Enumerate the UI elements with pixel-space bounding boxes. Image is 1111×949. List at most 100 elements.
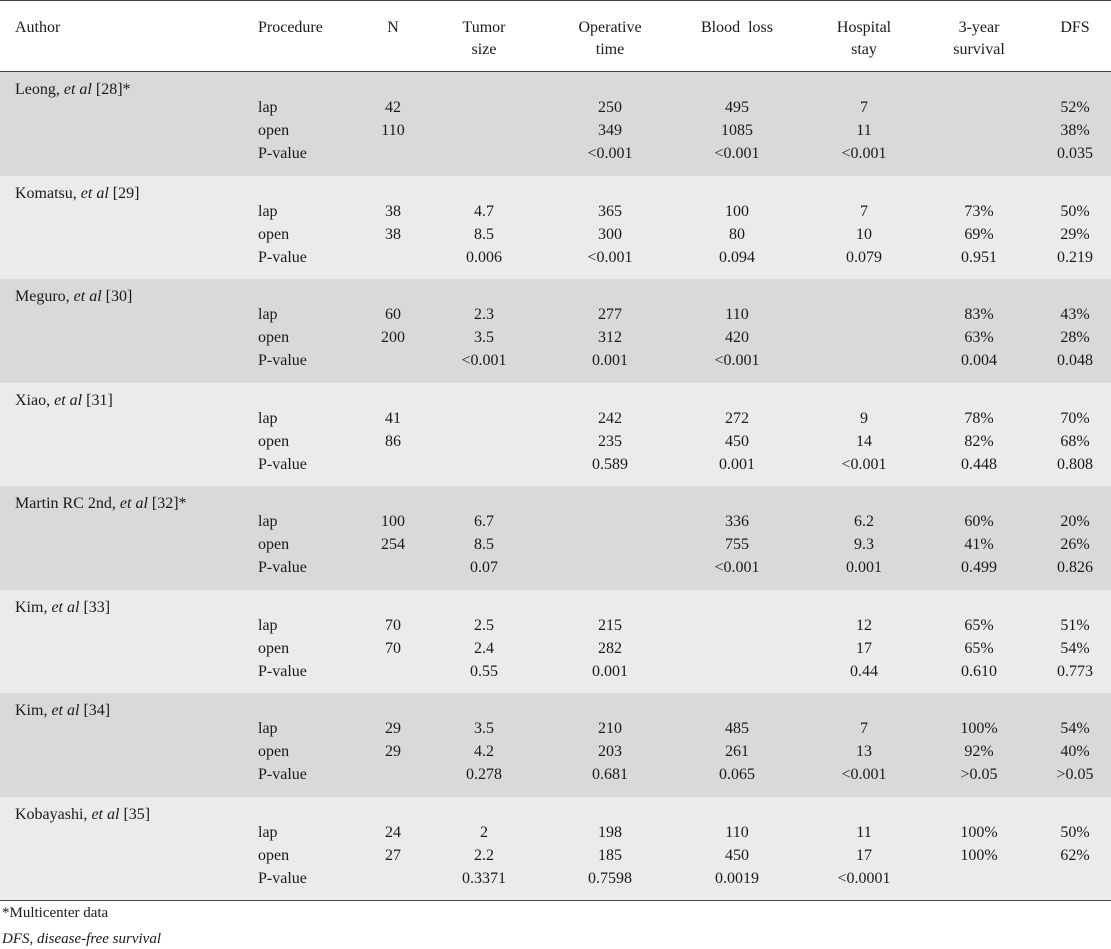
cell-dfs: 0.773 (1057, 662, 1093, 680)
cell-dfs: 29% (1060, 225, 1090, 243)
cell-3-year-survival: 100% (960, 846, 998, 864)
cell-n: 86 (385, 432, 401, 450)
cell-dfs: >0.05 (1056, 766, 1094, 783)
header-blood-loss: Blood loss (700, 19, 774, 36)
cell-3-year-survival: 69% (964, 225, 994, 243)
cell-procedure: lap (258, 513, 278, 530)
header-dfs: DFS (1060, 19, 1090, 36)
cell-hospital-stay: 11 (856, 122, 872, 139)
cell-procedure: open (258, 432, 290, 450)
cell-blood-loss: 0.0019 (715, 869, 759, 887)
cell-procedure: P-value (258, 869, 307, 887)
cell-blood-loss: 110 (725, 823, 749, 841)
cell-tumor-size: 2 (480, 823, 488, 841)
table-row: lap 38 4.7 365 100 7 73% 50% (0, 200, 1111, 223)
cell-3-year-survival: 41% (964, 536, 994, 553)
cell-tumor-size: 2.5 (474, 616, 494, 634)
cell-tumor-size: 3.5 (474, 329, 494, 346)
table-row: open 110 349 1085 11 38% (0, 119, 1111, 142)
cell-n: 42 (385, 99, 401, 116)
cell-hospital-stay: <0.0001 (837, 869, 891, 887)
cell-tumor-size: <0.001 (461, 352, 507, 369)
cell-operative-time: 282 (598, 639, 622, 657)
table-row: P-value 0.589 0.001 <0.001 0.448 0.808 (0, 453, 1111, 476)
cell-dfs: 28% (1060, 329, 1090, 346)
cell-3-year-survival: 100% (960, 720, 998, 737)
cell-procedure: lap (258, 823, 278, 841)
study-group: Martin RC 2nd, et al [32]* lap 100 6.7 336 6.… (0, 486, 1111, 590)
cell-blood-loss: <0.001 (714, 145, 760, 162)
cell-hospital-stay: 7 (860, 720, 868, 737)
header-3-year-survival: 3-year survival (953, 19, 1005, 58)
cell-3-year-survival: 0.610 (961, 662, 997, 680)
header-hospital-stay: Hospital stay (836, 19, 892, 58)
cell-operative-time: 242 (598, 409, 622, 427)
cell-hospital-stay: 11 (856, 823, 872, 841)
cell-procedure: open (258, 743, 290, 760)
table-row: P-value 0.55 0.001 0.44 0.610 0.773 (0, 660, 1111, 683)
cell-hospital-stay: <0.001 (841, 766, 887, 783)
table-row: open 29 4.2 203 261 13 92% 40% (0, 740, 1111, 763)
cell-n: 29 (385, 743, 401, 760)
cell-blood-loss: 110 (725, 306, 749, 323)
header-tumor-size: Tumor size (462, 19, 506, 58)
cell-tumor-size: 8.5 (474, 536, 494, 553)
cell-blood-loss: 0.065 (719, 766, 755, 783)
table-row: lap 100 6.7 336 6.2 60% 20% (0, 510, 1111, 533)
table-header: Author Procedure N Tumor size Operative … (0, 0, 1111, 72)
cell-operative-time: 210 (598, 720, 622, 737)
cell-dfs: 51% (1060, 616, 1090, 634)
footnote-dfs-definition: DFS, disease-free survival (2, 931, 161, 947)
cell-tumor-size: 0.55 (470, 662, 498, 680)
table-row: P-value 0.07 <0.001 0.001 0.499 0.826 (0, 556, 1111, 579)
cell-tumor-size: 8.5 (474, 225, 494, 243)
cell-hospital-stay: 0.079 (846, 248, 882, 266)
cell-operative-time: 277 (598, 306, 622, 323)
cell-dfs: 70% (1060, 409, 1090, 427)
header-n: N (387, 19, 399, 36)
cell-operative-time: <0.001 (587, 248, 633, 266)
cell-hospital-stay: 13 (856, 743, 872, 760)
cell-procedure: P-value (258, 145, 307, 162)
cell-tumor-size: 0.07 (470, 559, 498, 576)
cell-tumor-size: 0.278 (466, 766, 502, 783)
cell-blood-loss: 80 (729, 225, 745, 243)
cell-n: 27 (385, 846, 401, 864)
table-row: lap 60 2.3 277 110 83% 43% (0, 303, 1111, 326)
cell-blood-loss: 450 (725, 432, 749, 450)
cell-procedure: open (258, 639, 290, 657)
cell-blood-loss: 450 (725, 846, 749, 864)
cell-blood-loss: 100 (725, 202, 749, 220)
cell-n: 200 (381, 329, 405, 346)
cell-operative-time: 250 (598, 99, 622, 116)
study-author: Meguro, et al [30] (15, 288, 133, 305)
cell-3-year-survival: 0.448 (961, 455, 997, 473)
header-operative-time: Operative time (578, 19, 642, 58)
cell-hospital-stay: 9.3 (854, 536, 874, 553)
cell-3-year-survival: 0.499 (961, 559, 997, 576)
cell-procedure: lap (258, 306, 278, 323)
cell-blood-loss: 0.094 (719, 248, 755, 266)
table-row: open 38 8.5 300 80 10 69% 29% (0, 223, 1111, 246)
cell-procedure: lap (258, 616, 278, 634)
cell-3-year-survival: 65% (964, 616, 994, 634)
cell-dfs: 54% (1060, 639, 1090, 657)
cell-dfs: 0.048 (1057, 352, 1093, 369)
cell-blood-loss: <0.001 (714, 352, 760, 369)
table-row: P-value 0.278 0.681 0.065 <0.001 >0.05 >0.05 (0, 763, 1111, 786)
cell-3-year-survival: 60% (964, 513, 994, 530)
cell-hospital-stay: 0.44 (850, 662, 878, 680)
cell-blood-loss: 420 (725, 329, 749, 346)
cell-hospital-stay: 14 (856, 432, 872, 450)
cell-hospital-stay: 9 (860, 409, 868, 427)
cell-hospital-stay: 10 (856, 225, 872, 243)
study-group: Leong, et al [28]* lap 42 250 495 7 52% open 110… (0, 72, 1111, 176)
study-group: Komatsu, et al [29] lap 38 4.7 365 100 7 73% 50%… (0, 175, 1111, 279)
cell-procedure: P-value (258, 248, 307, 266)
table-row: lap 24 2 198 110 11 100% 50% (0, 821, 1111, 844)
cell-n: 100 (381, 513, 405, 530)
cell-n: 24 (385, 823, 401, 841)
cell-procedure: P-value (258, 766, 307, 783)
cell-blood-loss: <0.001 (714, 559, 760, 576)
cell-dfs: 0.808 (1057, 455, 1093, 473)
